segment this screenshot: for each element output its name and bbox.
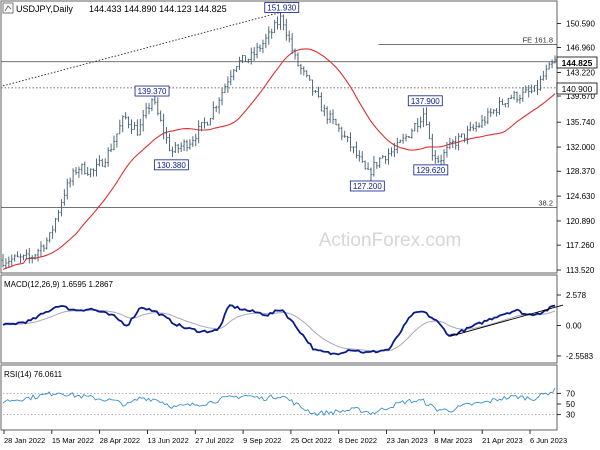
x-tick-label: 21 Apr 2023 [482,436,522,445]
x-tick-label: 8 Mar 2023 [434,436,472,445]
macd-line [2,304,556,356]
level-price-label: 140.900 [562,84,593,94]
x-tick-label: 28 Apr 2022 [100,436,140,445]
price-y-tick-label: 150.590 [566,19,595,28]
price-annotation-box [153,159,189,171]
macd-y-tick-label: 0.00 [566,322,582,331]
price-horizontal-line-label: FE 161.8 [523,36,553,45]
level-price-box-frame [556,82,598,95]
macd-layer [2,304,564,356]
price-annotations: 151.930 139.370 130.380 137.900 127.200 129.6… [134,2,449,192]
watermark: ActionForex.com [319,230,462,251]
rsi-y-tick-label: 50 [566,400,575,409]
macd-y-tick-label: -2.5583 [566,352,594,361]
price-horizontal-line-label: 38.2 [538,199,553,208]
rsi-y-axis: 70 50 30 [557,389,575,420]
x-tick-label: 6 Jun 2023 [530,436,567,445]
x-tick-label: 25 Oct 2022 [291,436,332,445]
price-panel-icon-glyph [4,5,12,12]
current-price-box-frame [556,56,598,69]
price-y-tick-label: 120.890 [566,217,595,226]
price-panel-title: USDJPY,Daily [16,4,73,14]
macd-trendline [450,304,564,337]
price-annotation-box [413,164,449,176]
macd-y-tick-label: 2.578 [566,291,587,300]
x-tick-label: 13 Jun 2022 [147,436,188,445]
price-y-tick-label: 113.520 [566,266,595,275]
price-header: USDJPY,Daily 144.433 144.890 144.123 144… [2,2,227,14]
x-axis: 28 Jan 2022 15 Mar 2022 28 Apr 2022 13 Jun … [3,430,567,445]
rsi-y-tick-label: 70 [566,389,575,398]
price-y-axis: 150.590 146.960 143.220 139.670 135.740 132.0… [557,19,595,275]
price-y-tick-label: 135.740 [566,118,595,127]
price-annotation-box [407,95,443,107]
x-tick-label: 9 Sep 2022 [243,436,281,445]
rsi-layer [2,387,557,417]
price-y-tick-label: 117.260 [566,241,595,250]
rsi-panel-frame [0,364,558,431]
price-annotation-label: 139.370 [138,87,167,96]
price-y-tick-label: 146.960 [566,44,595,53]
rsi-panel-title: RSI(14) 76.0611 [4,370,63,379]
price-annotation-box [134,85,170,97]
price-y-tick-label: 124.630 [566,192,595,201]
price-annotation-box [264,2,300,13]
price-ohlc-readout: 144.433 144.890 144.123 144.825 [89,4,227,14]
price-y-tick-label: 132.000 [566,143,595,152]
moving-average-line [2,48,556,271]
price-y-tick-label: 143.220 [566,68,595,77]
price-annotation-label: 130.380 [157,161,186,170]
price-panel-icon [2,2,14,14]
x-tick-label: 28 Jan 2022 [4,436,45,445]
current-price-label: 144.825 [562,58,593,68]
price-y-tick-label: 128.370 [566,167,595,176]
macd-panel-title: MACD(12,26,9) 1.6595 1.2867 [4,280,114,289]
rsi-y-tick-label: 30 [566,411,575,420]
macd-panel-frame [0,274,558,364]
x-tick-label: 23 Jan 2023 [387,436,428,445]
x-tick-label: 8 Dec 2022 [339,436,377,445]
x-tick-label: 15 Mar 2022 [52,436,94,445]
price-annotation-label: 129.620 [416,166,445,175]
current-price-box: 144.825 [556,56,598,69]
macd-y-axis: 2.578 0.00 -2.5583 [557,291,594,361]
x-tick-label: 27 Jul 2022 [195,436,234,445]
price-annotation-label: 137.900 [411,97,440,106]
ohlc-bars-layer [1,9,557,270]
price-annotation-label: 127.200 [353,182,382,191]
rsi-line [2,387,556,417]
moving-average-layer [2,48,556,271]
price-annotation-label: 151.930 [267,3,296,12]
level-price-box: 140.900 [556,82,598,95]
price-annotation-box [349,180,385,192]
price-panel-frame [0,0,558,274]
price-y-tick-label: 139.670 [566,92,595,101]
